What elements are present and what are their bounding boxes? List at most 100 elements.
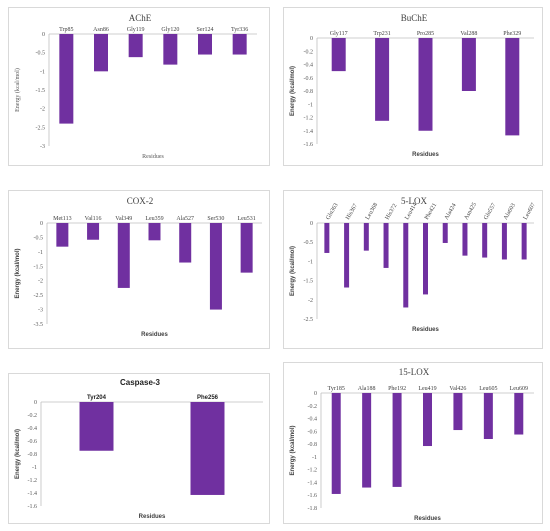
- category-label: Gly120: [161, 27, 179, 33]
- y-tick-label: -1.8: [308, 506, 318, 512]
- bar: [501, 223, 507, 260]
- bar: [79, 402, 114, 451]
- y-axis-title: Energy (kcal/mol): [290, 246, 296, 296]
- chart-title: COX-2: [127, 196, 154, 206]
- y-tick-label: -1.4: [28, 491, 38, 497]
- ache-chart: AChE 0 -0.5 -1 -1.5 -2 -2.5 -3 Trp85 Asn86 Gly119 G…: [8, 7, 270, 166]
- y-axis-title: Energy (kcal/mol): [290, 66, 296, 116]
- y-tick-label: 0: [310, 36, 313, 42]
- y-tick-label: -1.2: [304, 116, 314, 122]
- bar: [232, 34, 247, 55]
- category-label: Tyr204: [87, 395, 107, 401]
- category-label: Val116: [85, 216, 102, 222]
- category-label: Leu419: [418, 386, 436, 392]
- y-tick-label: -0.6: [304, 76, 314, 82]
- x-axis-title: Residues: [412, 152, 439, 158]
- chart-title: 15-LOX: [399, 367, 430, 377]
- category-label: Asn86: [93, 27, 109, 33]
- bar: [462, 223, 468, 256]
- bar: [362, 393, 372, 488]
- 5lox-chart: 5-LOX 0 -0.5 -1 -1.5 -2 -2.5 Gln363 His367 Leu368…: [283, 190, 543, 349]
- category-label: Met113: [53, 216, 71, 222]
- bar: [375, 38, 390, 121]
- bar: [423, 393, 432, 447]
- bar: [87, 223, 100, 240]
- y-tick-label: -0.2: [28, 413, 38, 419]
- category-label: Ala424: [444, 203, 458, 221]
- category-label: Val349: [115, 216, 132, 222]
- 15lox-chart-svg: 15-LOX 0 -0.2 -0.4 -0.6 -0.8 -1 -1.2 -1.4 -1.6 -1.…: [290, 367, 534, 522]
- bar: [331, 38, 346, 72]
- category-label: Gly119: [127, 27, 145, 33]
- category-label: Phe256: [197, 395, 219, 401]
- category-label: Leu359: [145, 216, 163, 222]
- chart-title: BuChE: [401, 13, 428, 23]
- bar: [392, 393, 402, 487]
- x-axis-title: Residues: [141, 332, 168, 338]
- y-tick-label: -0.4: [304, 63, 314, 69]
- y-tick-label: -0.8: [304, 89, 314, 95]
- y-tick-label: -1.4: [304, 129, 314, 135]
- x-axis-title: Residues: [414, 516, 441, 522]
- category-label: Gly117: [330, 31, 348, 37]
- bar: [403, 223, 409, 308]
- y-tick-label: -2.5: [36, 125, 46, 131]
- bar: [179, 223, 192, 263]
- y-tick-label: 0: [34, 400, 37, 406]
- y-tick-label: -0.4: [308, 417, 318, 423]
- category-label: Leu607: [523, 202, 537, 221]
- bar: [331, 393, 341, 494]
- bar: [461, 38, 476, 91]
- category-label: Trp85: [59, 27, 73, 33]
- bar: [383, 223, 389, 268]
- y-tick-label: 0: [314, 391, 317, 397]
- bar: [198, 34, 212, 55]
- y-tick-label: -3: [40, 144, 45, 150]
- y-tick-label: -2.5: [304, 317, 314, 323]
- bar: [148, 223, 161, 241]
- y-tick-label: -3: [38, 308, 43, 314]
- category-label: Leu605: [479, 386, 497, 392]
- category-label: Tyr336: [231, 27, 248, 33]
- cox2-chart: COX-2 0 -0.5 -1 -1.5 -2 -2.5 -3 -3.5 Met113 Val116…: [8, 190, 270, 349]
- category-label: Phe192: [388, 386, 406, 392]
- bar: [163, 34, 178, 65]
- category-label: Leu368: [365, 202, 379, 221]
- bar: [190, 402, 225, 495]
- chart-title: Caspase-3: [120, 378, 161, 387]
- y-tick-label: -0.5: [34, 235, 44, 241]
- bar: [128, 34, 143, 58]
- category-label: Ala603: [503, 203, 517, 221]
- x-axis-title: Residues: [142, 154, 164, 160]
- category-label: Ala527: [176, 216, 194, 222]
- caspase3-chart: Caspase-3 0 -0.2 -0.4 -0.6 -0.8 -1 -1.2 -1.4 -1.6…: [8, 373, 270, 524]
- y-tick-label: -0.6: [308, 429, 318, 435]
- category-label: Gln363: [325, 202, 339, 221]
- bar: [442, 223, 448, 243]
- y-tick-label: -1.5: [304, 279, 314, 285]
- chart-title: AChE: [129, 13, 152, 23]
- bar: [363, 223, 369, 251]
- y-tick-label: -1.2: [28, 478, 38, 484]
- bar: [56, 223, 69, 247]
- category-label: Ser124: [197, 27, 214, 33]
- bar: [483, 393, 493, 439]
- category-label: Leu531: [237, 216, 255, 222]
- 5lox-chart-svg: 5-LOX 0 -0.5 -1 -1.5 -2 -2.5 Gln363 His367 Leu368…: [290, 196, 537, 333]
- y-tick-label: -0.5: [36, 51, 46, 57]
- category-label: Trp231: [373, 31, 390, 37]
- category-label: Leu609: [510, 386, 528, 392]
- bar: [240, 223, 253, 273]
- cox2-chart-svg: COX-2 0 -0.5 -1 -1.5 -2 -2.5 -3 -3.5 Met113 Val116…: [15, 196, 262, 338]
- bar: [453, 393, 463, 431]
- ache-chart-svg: AChE 0 -0.5 -1 -1.5 -2 -2.5 -3 Trp85 Asn86 Gly119 G…: [14, 13, 257, 160]
- category-label: Pro285: [417, 31, 434, 37]
- 15lox-chart: 15-LOX 0 -0.2 -0.4 -0.6 -0.8 -1 -1.2 -1.4 -1.6 -1.…: [283, 362, 543, 524]
- bar: [94, 34, 108, 72]
- y-tick-label: -2.5: [34, 293, 44, 299]
- chart-title: 5-LOX: [401, 196, 427, 206]
- y-tick-label: -1: [308, 259, 313, 265]
- y-tick-label: -1: [40, 69, 45, 75]
- category-label: Ala188: [358, 386, 376, 392]
- y-tick-label: -0.2: [304, 49, 314, 55]
